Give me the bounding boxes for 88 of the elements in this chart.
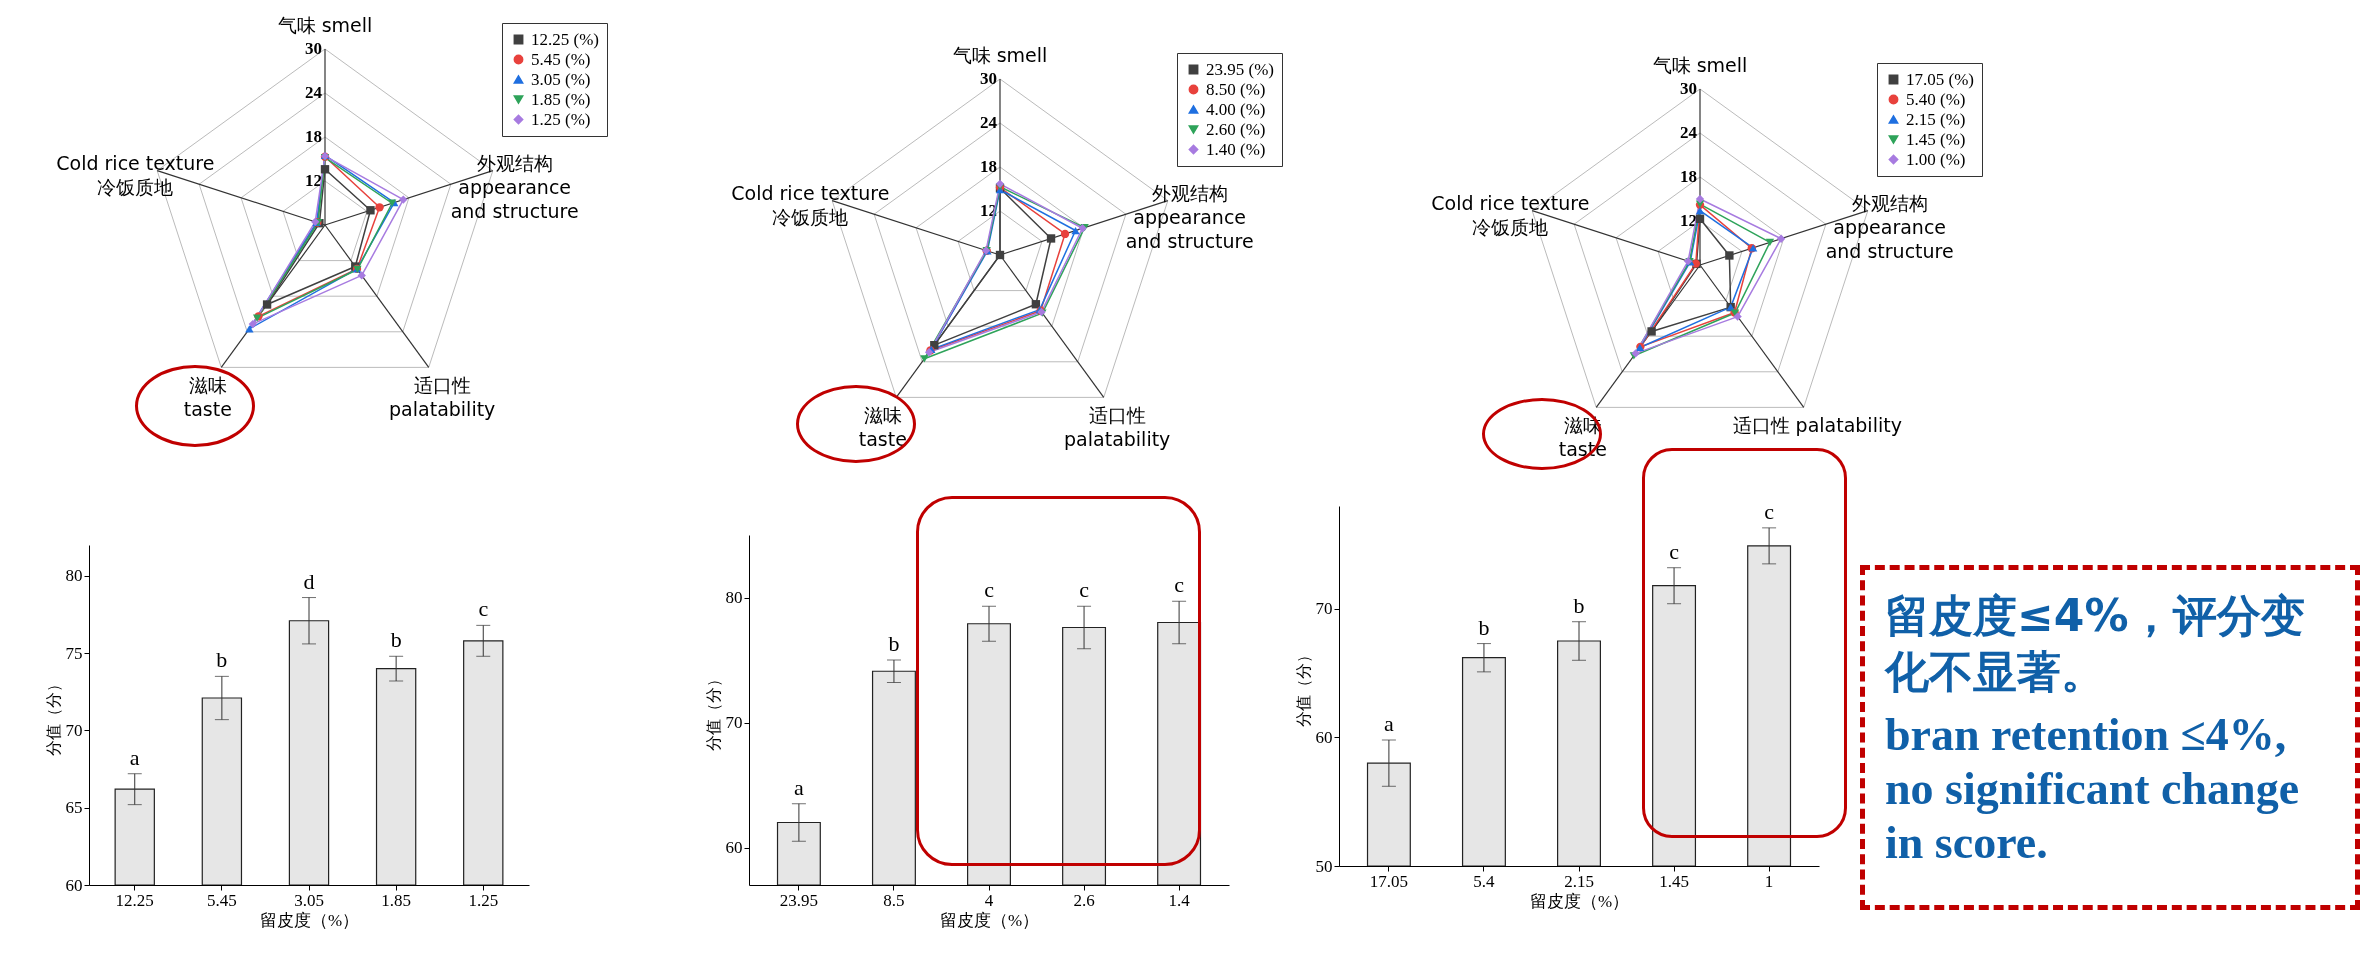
- y-tick-label: 65: [65, 798, 83, 818]
- x-tick-label: 4: [984, 890, 994, 910]
- y-tick-label: 60: [65, 875, 83, 895]
- y-tick-label: 12: [305, 171, 322, 190]
- legend-label: 5.40 (%): [1906, 89, 1966, 109]
- legend-label: 3.05 (%): [531, 69, 591, 89]
- spoke-label: Cold rice texture 冷饭质地: [56, 151, 215, 198]
- y-tick-label: 24: [305, 83, 323, 102]
- y-tick-label: 30: [305, 39, 322, 58]
- legend-label: 1.40 (%): [1206, 139, 1266, 159]
- spoke-label: 适口性 palatability: [389, 373, 496, 420]
- x-tick-label: 23.95: [779, 890, 819, 910]
- spoke-label: 气味 smell: [952, 44, 1048, 67]
- annotation: a: [129, 744, 140, 770]
- annotation: c: [1079, 577, 1090, 603]
- x-tick-label: 2.6: [1073, 890, 1095, 910]
- annotation: c: [984, 577, 995, 603]
- legend-label: 1.00 (%): [1906, 149, 1966, 169]
- annotation: a: [1384, 711, 1395, 736]
- x-tick-label: 12.25: [115, 890, 154, 910]
- legend-label: 2.60 (%): [1206, 119, 1266, 139]
- y-tick-label: 80: [725, 588, 743, 607]
- legend-label: 4.00 (%): [1206, 99, 1266, 119]
- annotation: c: [1174, 572, 1185, 598]
- spoke-label: 气味 smell: [277, 14, 373, 37]
- y-tick-label: 50: [1315, 856, 1333, 876]
- spoke-label: 气味 smell: [1652, 54, 1748, 77]
- x-tick-label: 3.05: [294, 890, 324, 910]
- legend-label: 1.45 (%): [1906, 129, 1966, 149]
- x-axis-title: 留皮度（%）: [259, 910, 360, 930]
- y-tick-label: 70: [725, 713, 743, 732]
- legend-label: 1.25 (%): [531, 109, 591, 129]
- y-axis-title: 分值（分）: [704, 670, 722, 751]
- legend-label: 23.95 (%): [1206, 59, 1274, 79]
- x-axis-title: 留皮度（%）: [939, 910, 1040, 930]
- x-tick-label: 1.25: [468, 890, 499, 910]
- legend-label: 1.85 (%): [531, 89, 591, 109]
- spoke-label: 适口性 palatability: [1732, 413, 1902, 436]
- x-tick-label: 1.4: [1168, 890, 1191, 910]
- spoke-label: 外观结构 appearance and structure: [450, 151, 579, 222]
- annotation: b: [888, 631, 900, 656]
- legend-label: 12.25 (%): [531, 29, 599, 49]
- legend-label: 17.05 (%): [1906, 69, 1974, 89]
- legend-label: 5.45 (%): [531, 49, 591, 69]
- text: 留皮度≤4%，评分变化不显著。: [1885, 589, 2306, 699]
- legend-label: 8.50 (%): [1206, 79, 1266, 99]
- x-tick-label: 17.05: [1369, 871, 1409, 891]
- annotation: b: [1573, 592, 1585, 618]
- x-tick-label: 5.45: [207, 890, 237, 910]
- y-tick-label: 70: [1315, 599, 1333, 619]
- y-tick-label: 60: [725, 838, 743, 857]
- y-axis-title: 分值（分）: [44, 675, 62, 756]
- x-tick-label: 1.85: [381, 890, 411, 910]
- spoke-label: 外观结构 appearance and structure: [1125, 181, 1254, 252]
- legend-label: 2.15 (%): [1906, 109, 1966, 129]
- annotation: c: [1764, 498, 1775, 524]
- spoke-label: 滋味 taste: [858, 403, 907, 450]
- x-tick-label: 2.15: [1564, 871, 1594, 891]
- spoke-label: Cold rice texture 冷饭质地: [1431, 191, 1590, 238]
- annotation: a: [794, 774, 805, 800]
- y-tick-label: 24: [1680, 123, 1698, 142]
- y-tick-label: 18: [305, 127, 322, 146]
- y-tick-label: 80: [65, 566, 83, 586]
- spoke-label: 外观结构 appearance and structure: [1825, 191, 1954, 262]
- annotation: b: [216, 647, 228, 673]
- annotation: c: [1669, 538, 1680, 564]
- x-tick-label: 8.5: [883, 890, 905, 910]
- y-tick-label: 18: [1680, 167, 1697, 186]
- y-tick-label: 30: [1680, 79, 1697, 98]
- y-axis-title: 分值（分）: [1294, 646, 1312, 727]
- x-tick-label: 5.4: [1473, 871, 1496, 891]
- y-tick-label: 18: [980, 157, 997, 176]
- annotation: b: [1478, 614, 1490, 640]
- y-tick-label: 30: [980, 69, 997, 88]
- y-tick-label: 24: [980, 113, 998, 132]
- text: bran retention ≤4%, no significant change in score.: [1885, 708, 2301, 870]
- x-axis-title: 留皮度（%）: [1529, 891, 1630, 911]
- y-tick-label: 70: [65, 720, 83, 740]
- x-tick-label: 1: [1764, 871, 1774, 891]
- annotation: d: [303, 568, 315, 594]
- annotation: c: [478, 596, 489, 622]
- spoke-label: Cold rice texture 冷饭质地: [731, 181, 890, 228]
- spoke-label: 滋味 taste: [183, 373, 232, 420]
- x-tick-label: 1.45: [1659, 871, 1689, 891]
- annotation: b: [390, 627, 402, 653]
- y-tick-label: 60: [1315, 727, 1333, 747]
- spoke-label: 适口性 palatability: [1064, 403, 1171, 450]
- y-tick-label: 75: [65, 643, 83, 663]
